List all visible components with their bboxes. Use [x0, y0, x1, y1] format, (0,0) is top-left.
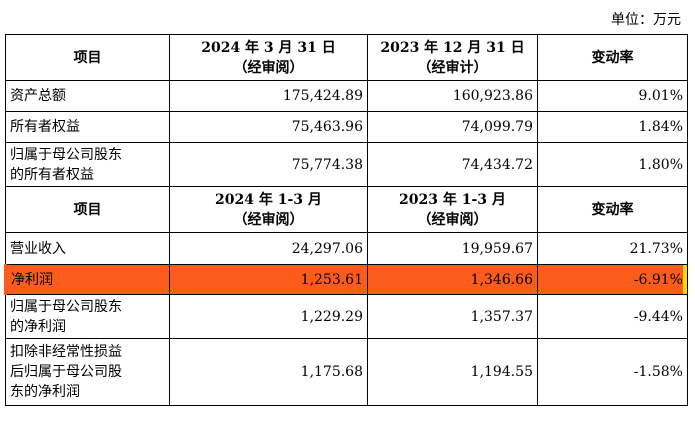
header-col2-line1: 2023 年 1-3 月	[399, 191, 506, 208]
header-col1: 2024 年 1-3 月 （经审阅）	[169, 186, 368, 233]
row-value-2: 1,357.37	[367, 294, 538, 339]
header-col2-line2: （经审计）	[417, 59, 488, 76]
header-row-balance: 项目 2024 年 3 月 31 日 （经审阅） 2023 年 12 月 31 …	[5, 34, 688, 81]
row-label-line1: 归属于母公司股东	[10, 298, 122, 315]
header-col1: 2024 年 3 月 31 日 （经审阅）	[169, 34, 368, 81]
row-value-1: 75,463.96	[169, 111, 368, 143]
row-value-1: 1,175.68	[169, 338, 368, 406]
header-col2: 2023 年 1-3 月 （经审阅）	[367, 186, 538, 233]
row-rate: -1.58%	[537, 338, 688, 406]
row-value-2: 1,194.55	[367, 338, 538, 406]
row-value-1: 1,229.29	[169, 294, 368, 339]
header-item: 项目	[5, 186, 170, 233]
row-label-line3: 东的净利润	[10, 384, 80, 400]
row-value-1: 75,774.38	[169, 142, 368, 187]
row-label: 资产总额	[5, 80, 170, 112]
row-value-2: 74,434.72	[367, 142, 538, 187]
row-value-2: 1,346.66	[367, 264, 538, 295]
header-row-income: 项目 2024 年 1-3 月 （经审阅） 2023 年 1-3 月 （经审阅）…	[5, 186, 688, 233]
row-label-line1: 归属于母公司股东	[10, 146, 122, 163]
header-col2: 2023 年 12 月 31 日 （经审计）	[367, 34, 538, 81]
table-row: 归属于母公司股东 的所有者权益 75,774.38 74,434.72 1.80…	[5, 142, 688, 187]
table-row: 资产总额 175,424.89 160,923.86 9.01%	[5, 80, 688, 112]
header-col1-line2: （经审阅）	[233, 59, 304, 76]
table-row: 扣除非经常性损益 后归属于母公司股 东的净利润 1,175.68 1,194.5…	[5, 338, 688, 406]
header-rate: 变动率	[537, 34, 688, 81]
row-value-2: 19,959.67	[367, 232, 538, 265]
row-label: 营业收入	[5, 232, 170, 265]
table-row: 归属于母公司股东 的净利润 1,229.29 1,357.37 -9.44%	[5, 294, 688, 339]
row-label-line2: 的所有者权益	[10, 166, 94, 183]
row-value-2: 160,923.86	[367, 80, 538, 112]
row-label-line1: 扣除非经常性损益	[10, 344, 122, 360]
row-label: 净利润	[4, 264, 170, 295]
row-value-1: 24,297.06	[169, 232, 368, 265]
row-rate: -9.44%	[537, 294, 688, 339]
row-value-1: 175,424.89	[169, 80, 368, 112]
row-rate: -6.91%	[537, 264, 688, 295]
row-value-1: 1,253.61	[169, 264, 368, 295]
row-label: 归属于母公司股东 的净利润	[5, 294, 170, 339]
row-label: 归属于母公司股东 的所有者权益	[5, 142, 170, 187]
row-label-line2: 后归属于母公司股	[10, 364, 122, 380]
header-col1-line2: （经审阅）	[233, 211, 304, 228]
row-label: 所有者权益	[5, 111, 170, 143]
header-col2-line1: 2023 年 12 月 31 日	[380, 39, 525, 56]
header-col1-line1: 2024 年 1-3 月	[215, 191, 322, 208]
header-rate: 变动率	[537, 186, 688, 233]
row-label-line2: 的净利润	[10, 318, 66, 335]
header-col2-line2: （经审阅）	[417, 211, 488, 228]
table-row: 所有者权益 75,463.96 74,099.79 1.84%	[5, 111, 688, 143]
table-row: 营业收入 24,297.06 19,959.67 21.73%	[5, 232, 688, 265]
row-rate: 9.01%	[537, 80, 688, 112]
unit-label: 单位：万元	[611, 12, 681, 28]
row-rate: 1.84%	[537, 111, 688, 143]
table-row-highlighted: 净利润 1,253.61 1,346.66 -6.91%	[4, 264, 688, 295]
header-item: 项目	[5, 34, 170, 81]
row-label: 扣除非经常性损益 后归属于母公司股 东的净利润	[5, 338, 170, 406]
row-value-2: 74,099.79	[367, 111, 538, 143]
row-rate: 1.80%	[537, 142, 688, 187]
row-rate: 21.73%	[537, 232, 688, 265]
header-col1-line1: 2024 年 3 月 31 日	[201, 39, 336, 56]
financial-table: 项目 2024 年 3 月 31 日 （经审阅） 2023 年 12 月 31 …	[4, 34, 688, 406]
